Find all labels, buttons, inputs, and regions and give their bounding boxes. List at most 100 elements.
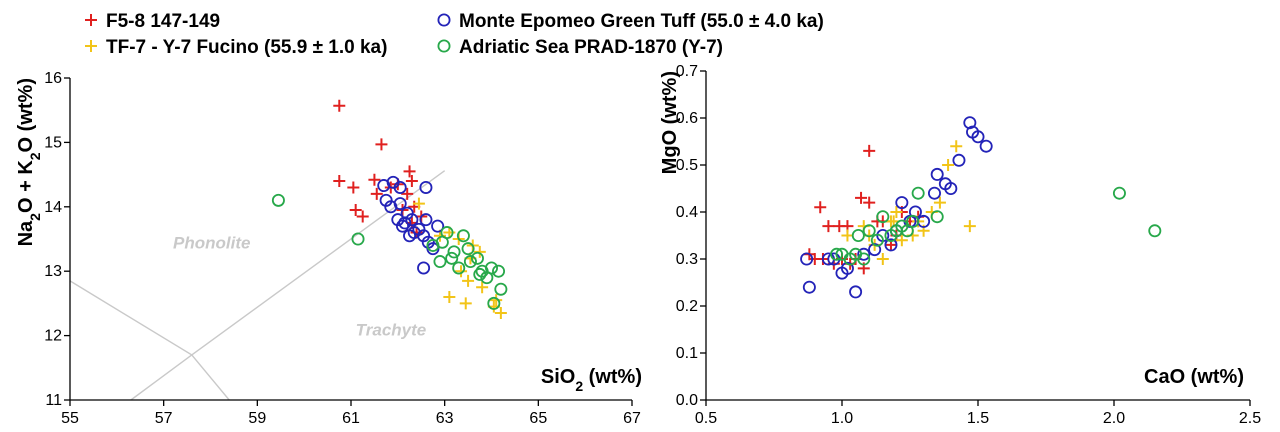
data-point [443,290,456,303]
data-point [890,206,903,218]
x-tick-label: 63 [436,410,454,427]
data-point [403,229,417,243]
x-tick-label: 55 [61,410,79,427]
data-point [979,139,993,153]
data-point [445,251,459,265]
y-tick-label: 13 [44,263,62,280]
data-point [403,165,416,178]
data-point [333,99,346,112]
data-point [412,197,425,210]
data-point [1148,224,1162,238]
data-point [375,138,388,151]
y-tick-label: 16 [44,70,62,87]
field-label-trachyte: Trachyte [356,321,427,340]
data-point [431,219,445,233]
data-point [911,186,925,200]
y-axis-title-part: O + K [15,160,37,213]
series-f5-8-147-149 [803,144,925,275]
data-point [333,175,346,188]
x-tick-label: 59 [248,410,266,427]
y-tick-label: 0.2 [676,298,698,315]
data-point [405,213,419,227]
x-tick-label: 1.0 [831,410,853,427]
data-point [876,253,889,265]
data-point [802,280,816,294]
data-point [492,264,506,278]
legend-label-tf-7-y-7-fucino-55-9-1-0-ka: TF-7 - Y-7 Fucino (55.9 ± 1.0 ka) [106,37,387,58]
data-point [908,205,922,219]
data-point [470,251,484,265]
data-point [455,265,468,278]
data-point [393,180,407,194]
y-axis-title-part: MgO (wt%) [659,71,681,174]
data-point [433,255,447,269]
legend-label-monte-epomeo-green-tuff-55-0-4-0-ka: Monte Epomeo Green Tuff (55.0 ± 4.0 ka) [459,11,824,32]
data-point [895,196,909,210]
y-tick-label: 0.6 [676,110,698,127]
x-tick-label: 61 [342,410,360,427]
y-tick-label: 0.7 [676,63,698,80]
data-point [412,222,426,236]
data-point [351,232,365,246]
data-point [944,181,958,195]
data-point [368,173,381,186]
data-point [405,175,418,188]
data-point [863,196,876,209]
data-point [895,234,908,247]
data-point [863,144,876,157]
data-point [930,210,944,224]
data-point [942,159,955,171]
data-point [494,307,507,320]
data-point [814,201,827,214]
legend-label-f5-8-147-149: F5-8 147-149 [106,11,220,32]
y-axis-title: Na2O + K2O (wt%) [15,78,43,246]
classification-boundary-line [130,170,446,401]
y-tick-label: 0.0 [676,392,698,409]
data-point [356,210,369,223]
x-tick-label: 65 [529,410,547,427]
data-point [971,130,985,144]
y-axis-title-part: Na [15,220,37,246]
data-point [456,229,470,243]
x-axis-title: SiO2 (wt%) [541,366,642,394]
data-point [473,245,486,258]
data-point [419,180,433,194]
legend-marker-tf-7-y-7-fucino-55-9-1-0-ka [85,40,97,52]
x-tick-label: 2.5 [1239,410,1261,427]
chart-legend: F5-8 147-149 TF-7 - Y-7 Fucino (55.9 ± 1.… [85,11,824,58]
data-point [851,228,865,242]
data-point [857,247,871,261]
y-axis-title-part: O (wt%) [15,78,37,152]
x-tick-label: 2.0 [1103,410,1125,427]
data-point [487,296,501,310]
y-tick-label: 11 [45,392,62,409]
data-point [271,193,285,207]
x-tick-label: 1.5 [967,410,989,427]
legend-label-adriatic-sea-prad-1870-y-7: Adriatic Sea PRAD-1870 (Y-7) [459,37,723,58]
data-point [473,267,487,281]
data-point [484,261,498,275]
x-axis-title-subscript: 2 [575,378,583,394]
data-point [906,214,920,228]
x-tick-label: 67 [623,410,641,427]
y-tick-label: 0.1 [676,345,698,362]
x-axis-title: CaO (wt%) [1144,366,1244,388]
data-point [349,204,362,217]
data-point [841,229,854,242]
y-axis-title-subscript: 2 [27,152,43,160]
data-point [849,285,863,299]
data-point [494,282,508,296]
data-point [927,186,941,200]
data-point [840,261,854,275]
data-point [800,252,814,266]
x-tick-label: 57 [155,410,173,427]
data-point [459,297,472,310]
data-point [900,224,914,238]
data-point [830,247,844,261]
x-axis-title-main: SiO [541,366,575,388]
y-tick-label: 15 [44,134,62,151]
data-point [876,210,890,224]
y-tick-label: 14 [44,199,62,216]
x-axis-title-unit: (wt%) [583,366,642,388]
data-point [417,261,431,275]
